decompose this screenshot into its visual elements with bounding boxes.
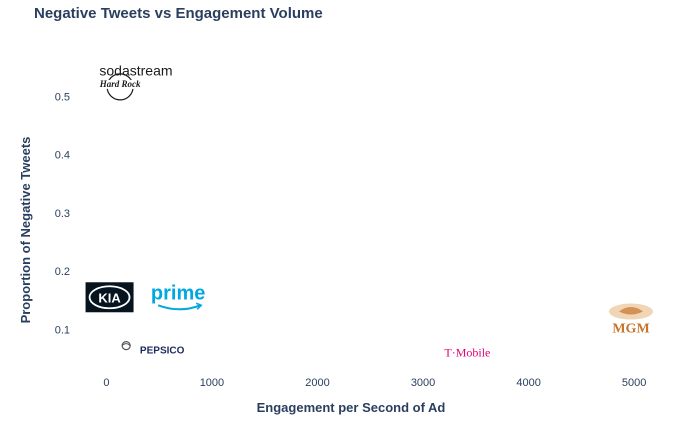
prime-smile <box>157 304 201 311</box>
kia-logo: KIA <box>85 282 134 313</box>
prime-logo-text: prime <box>151 282 205 304</box>
y-tick-label: 0.4 <box>55 150 70 162</box>
chart-title: Negative Tweets vs Engagement Volume <box>34 5 323 22</box>
sodastream-logo-text: sodastream <box>99 62 172 78</box>
mgm-lion-mane <box>619 307 643 315</box>
prime-arrow <box>195 302 203 310</box>
hardrock-logo-text: Hard Rock <box>99 79 141 89</box>
x-tick-label: 5000 <box>622 377 646 389</box>
prime-logo: prime <box>151 282 205 311</box>
x-tick-label: 2000 <box>305 377 329 389</box>
tmobile-logo: T·Mobile <box>444 346 490 360</box>
hardrock-logo: Hard Rock <box>98 73 143 101</box>
pepsico-globe <box>121 341 131 351</box>
y-axis-title: Proportion of Negative Tweets <box>18 137 33 324</box>
x-tick-label: 1000 <box>200 377 224 389</box>
sodastream-logo: sodastream <box>99 62 172 78</box>
kia-logo-text: KIA <box>98 290 121 305</box>
mgm-logo: MGM <box>609 303 653 337</box>
x-tick-label: 0 <box>103 377 109 389</box>
y-axis-ticks: 0.1 0.2 0.3 0.4 0.5 <box>55 92 70 337</box>
kia-oval <box>88 285 131 310</box>
y-tick-label: 0.1 <box>55 324 70 336</box>
tmobile-logo-text: T·Mobile <box>444 346 490 360</box>
mgm-logo-text: MGM <box>612 322 649 337</box>
y-tick-label: 0.2 <box>55 266 70 278</box>
x-axis-title: Engagement per Second of Ad <box>257 400 446 415</box>
x-tick-label: 3000 <box>411 377 435 389</box>
y-tick-label: 0.3 <box>55 208 70 220</box>
x-tick-label: 4000 <box>516 377 540 389</box>
y-tick-label: 0.5 <box>55 92 70 104</box>
kia-badge <box>85 282 134 313</box>
x-axis-ticks: 0 1000 2000 3000 4000 5000 <box>103 377 646 389</box>
pepsico-logo-text: PEPSICO <box>140 346 185 357</box>
hardrock-band <box>98 79 143 89</box>
pepsico-logo: PEPSICO <box>121 341 185 357</box>
pepsico-globe-wave <box>121 343 131 347</box>
